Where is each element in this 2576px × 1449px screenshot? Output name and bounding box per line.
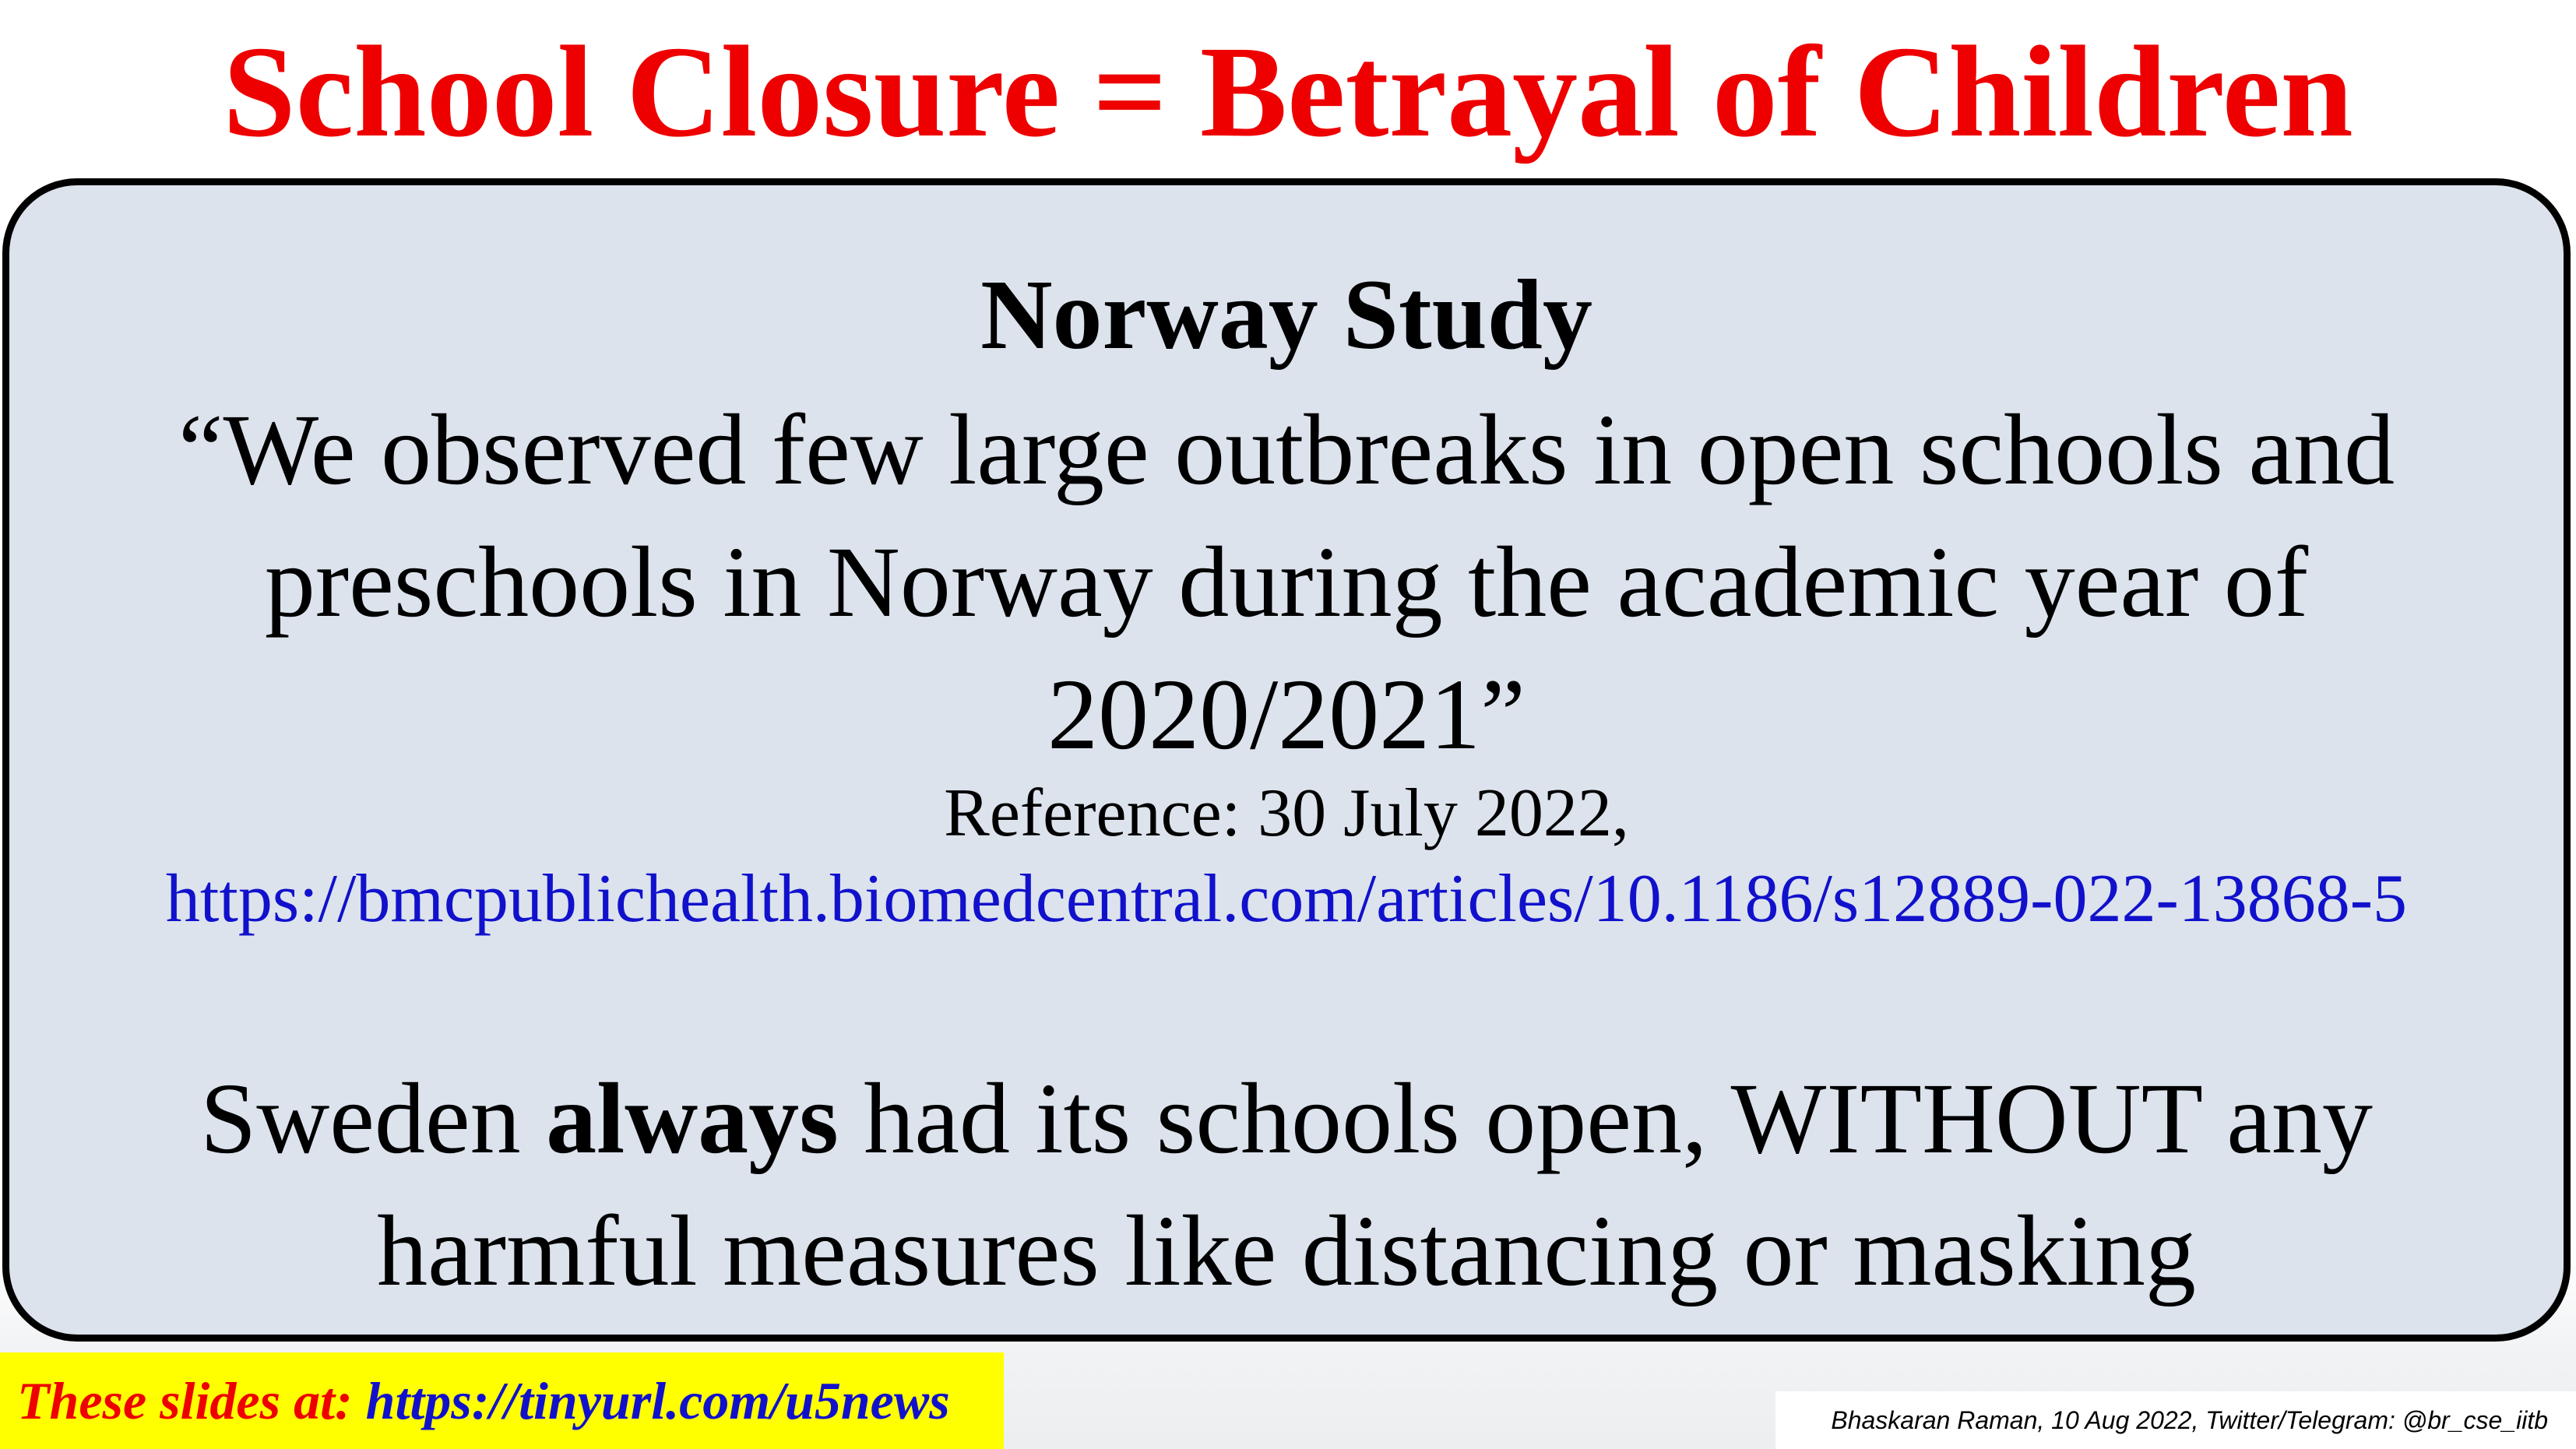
- sweden-emphasis: always: [546, 1063, 839, 1175]
- reference-label: Reference: 30 July 2022,: [944, 775, 1629, 851]
- sweden-line-1-end: had its schools open, WITHOUT any: [838, 1063, 2373, 1175]
- sweden-line-1-start: Sweden: [200, 1063, 547, 1175]
- quote-line-1: “We observed few large outbreaks in open…: [178, 394, 2395, 506]
- slides-link-banner: These slides at: https://tinyurl.com/u5n…: [0, 1352, 1004, 1449]
- quote-line-2: preschools in Norway during the academic…: [264, 526, 2309, 638]
- sweden-line-1: Sweden always had its schools open, WITH…: [9, 1053, 2564, 1185]
- slides-link[interactable]: https://tinyurl.com/u5news: [365, 1371, 950, 1430]
- reference-link[interactable]: https://bmcpublichealth.biomedcentral.co…: [165, 861, 2408, 937]
- study-heading: Norway Study: [980, 259, 1592, 370]
- quote-line-3: 2020/2021”: [1047, 659, 1526, 771]
- sweden-line-2: harmful measures like distancing or mask…: [377, 1195, 2196, 1307]
- slides-label: These slides at:: [17, 1371, 366, 1430]
- slide-title: School Closure = Betrayal of Children: [223, 19, 2353, 164]
- sweden-statement: Sweden always had its schools open, WITH…: [9, 1053, 2564, 1317]
- study-quote: “We observed few large outbreaks in open…: [9, 384, 2564, 781]
- author-credit: Bhaskaran Raman, 10 Aug 2022, Twitter/Te…: [1775, 1391, 2576, 1449]
- content-panel: Norway Study “We observed few large outb…: [2, 178, 2571, 1342]
